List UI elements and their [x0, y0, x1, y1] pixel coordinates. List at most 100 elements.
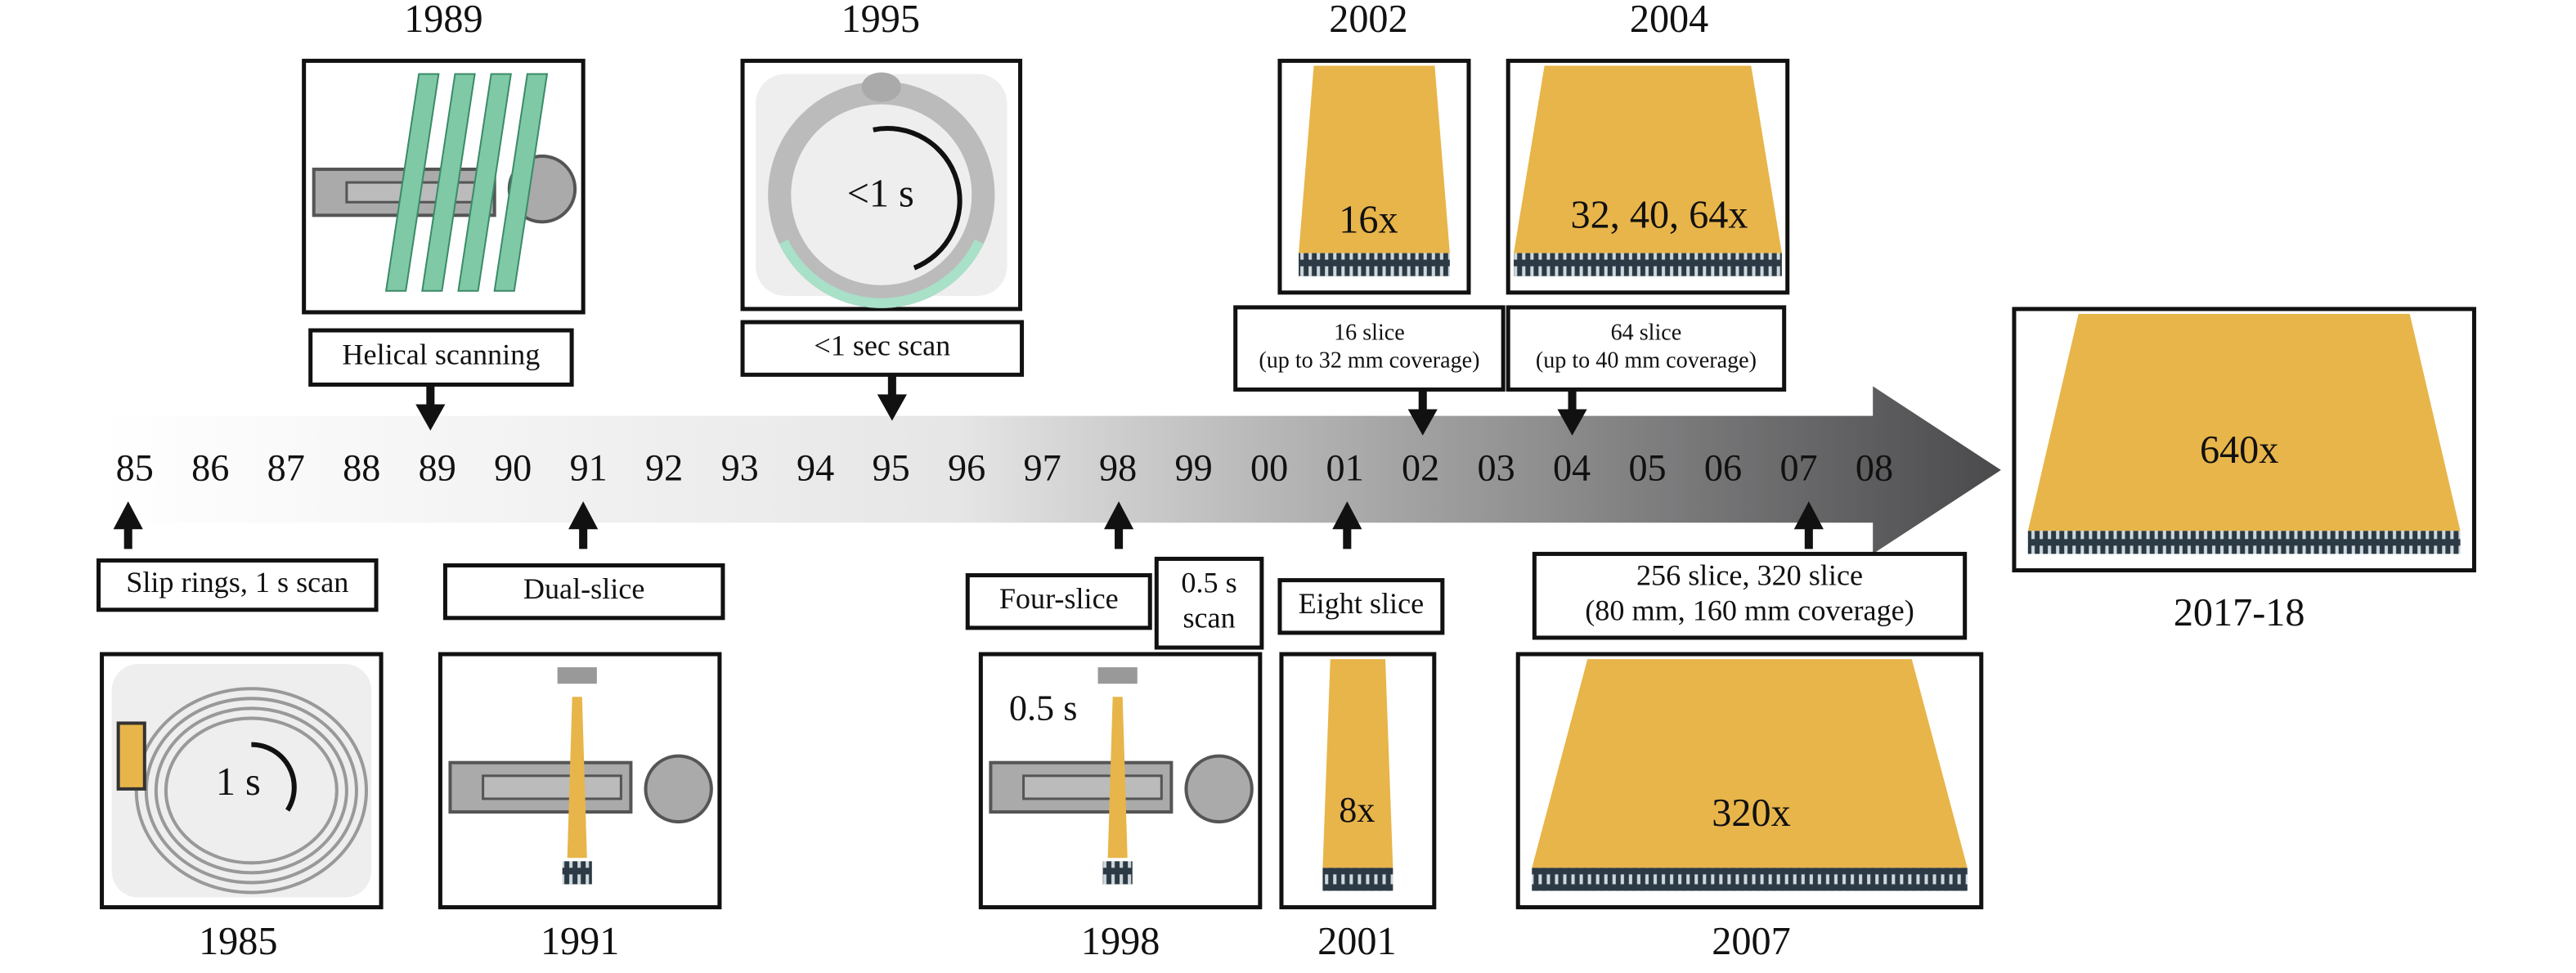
timeline-tick-label: 85 [116, 447, 154, 489]
label-box [442, 563, 725, 621]
timeline-tick-label: 08 [1856, 447, 1893, 489]
timeline-tick-label: 99 [1175, 447, 1213, 489]
arrow-head [877, 394, 907, 421]
arrow-head [113, 501, 143, 530]
panel-text: <1 s [847, 172, 914, 215]
arrow-head [1793, 501, 1824, 530]
label-box [1154, 556, 1264, 650]
detector [1322, 868, 1393, 891]
detector [1514, 253, 1782, 276]
arrow-shaft [887, 374, 896, 398]
timeline-tick-label: 03 [1477, 447, 1515, 489]
arrow-shaft [1115, 522, 1124, 549]
timeline-tick-label: 91 [570, 447, 608, 489]
event-year: 2001 [1317, 920, 1396, 963]
event-year: 1998 [1081, 920, 1160, 963]
timeline-tick-label: 97 [1024, 447, 1061, 489]
timeline-tick-label: 94 [797, 447, 834, 489]
event-year: 1985 [199, 920, 277, 963]
event: 2001 8x Eight slice [1277, 501, 1445, 963]
arrow-head [1332, 501, 1362, 530]
coil-ring [154, 706, 348, 875]
beam [1107, 697, 1128, 859]
label-text: 16 slice [1334, 321, 1405, 346]
timeline-tick-label: 05 [1628, 447, 1666, 489]
arrow-shaft [579, 522, 588, 549]
event-year: 2004 [1630, 0, 1708, 41]
detector [2027, 531, 2461, 554]
arrow-shaft [1343, 522, 1352, 549]
event: 2002 16x 16 slice(up to 32 mm coverage) [1233, 0, 1506, 436]
label-text: (80 mm, 160 mm coverage) [1585, 594, 1914, 627]
arrow-head [568, 501, 599, 530]
timeline-tick-label: 06 [1704, 447, 1742, 489]
timeline-tick-label: 95 [873, 447, 910, 489]
event-year: 1995 [841, 0, 920, 41]
label-text: Four-slice [999, 582, 1119, 615]
tube [861, 72, 901, 102]
tube [1097, 667, 1138, 684]
arrow-shaft [1418, 389, 1427, 413]
timeline-tick-label: 90 [494, 447, 532, 489]
xray-fan [2027, 313, 2461, 531]
arrow-shaft [1804, 522, 1813, 549]
timeline-tick-label: 96 [948, 447, 985, 489]
label-text: 64 slice [1611, 321, 1682, 346]
timeline-tick-label: 87 [267, 447, 305, 489]
timeline-tick-label: 04 [1553, 447, 1591, 489]
coil-ring [164, 716, 339, 865]
arrow-shaft [1568, 389, 1577, 413]
event-year: 1989 [404, 0, 482, 41]
head [1184, 754, 1254, 824]
timeline-arrow [98, 386, 2001, 554]
arc [251, 742, 297, 812]
timeline-tick-label: 89 [419, 447, 456, 489]
timeline-tick-label: 86 [191, 447, 229, 489]
helix-band [457, 73, 512, 292]
event: 1995 <1 s <1 sec scan [740, 0, 1025, 421]
helix-band [384, 73, 440, 292]
xray-fan [1322, 659, 1393, 868]
label-text: Slip rings, 1 s scan [126, 566, 348, 599]
tube [557, 667, 597, 684]
arrow-head [415, 404, 446, 431]
panel-text: 16x [1339, 198, 1398, 241]
head [644, 754, 713, 824]
helix-band [493, 73, 549, 292]
event: 1989 Helical scanning [302, 0, 586, 431]
event: 1985 1 s Slip rings, 1 s scan [96, 501, 384, 963]
timeline-tick-label: 01 [1326, 447, 1363, 489]
plug [116, 721, 146, 791]
timeline-tick-label: 00 [1250, 447, 1288, 489]
arc [873, 126, 963, 271]
xray-fan [1299, 65, 1450, 253]
label-box [96, 558, 379, 612]
arrow-head [1104, 501, 1134, 530]
label-text: (up to 40 mm coverage) [1536, 348, 1757, 373]
label-text: Dual-slice [523, 572, 645, 605]
timeline-tick-label: 88 [343, 447, 380, 489]
xray-fan [1532, 659, 1968, 868]
event-year: 2017-18 [2174, 591, 2305, 634]
arrow-head [1407, 409, 1438, 436]
label-text: 0.5 s [1181, 566, 1236, 599]
helix-band [421, 73, 476, 292]
event: 2007 320x 256 slice, 320 slice(80 mm, 160 … [1515, 501, 1984, 963]
arrow-shaft [426, 384, 435, 408]
label-text: <1 sec scan [814, 329, 950, 361]
panel-text: 1 s [216, 760, 261, 804]
panel-text: 8x [1339, 790, 1375, 830]
arrow-shaft [123, 522, 132, 549]
detector [1299, 253, 1450, 276]
panel-text: 0.5 s [1009, 688, 1077, 729]
label-text: Helical scanning [342, 338, 540, 370]
xray-fan [1514, 65, 1782, 253]
detector [1102, 861, 1133, 885]
label-box [308, 328, 574, 387]
event: 1991 Dual-slice [438, 501, 725, 963]
label-box [1233, 305, 1506, 392]
label-box [965, 573, 1152, 630]
detector [1532, 868, 1968, 891]
timeline-tick-label: 07 [1779, 447, 1817, 489]
